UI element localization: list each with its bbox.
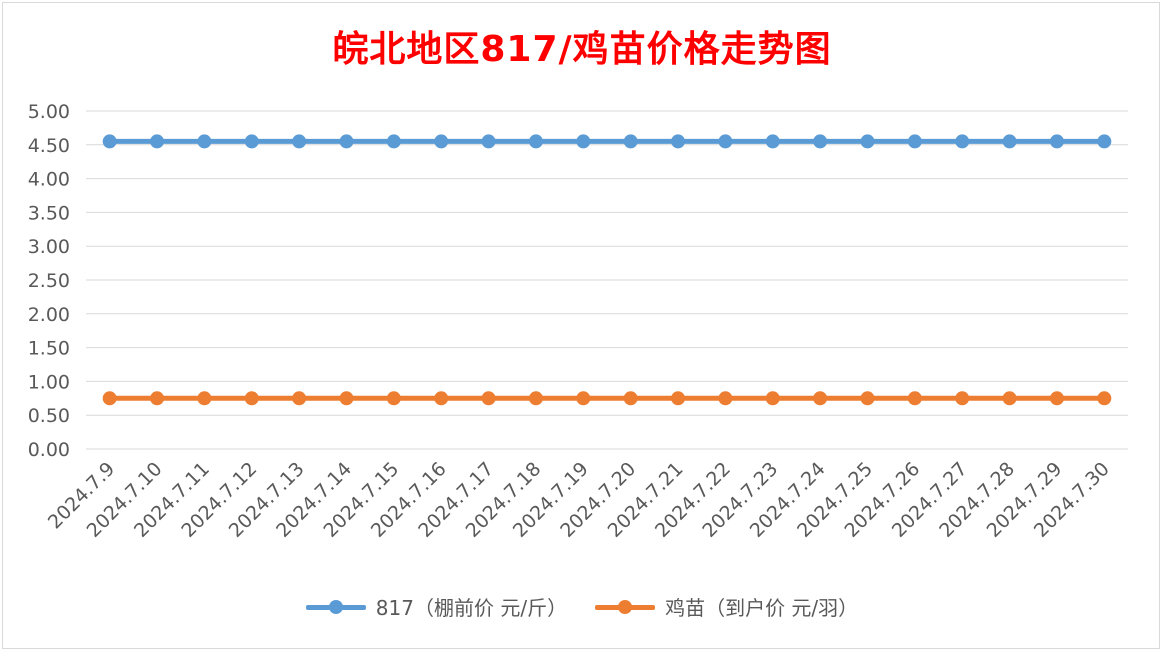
data-point-0 — [434, 134, 449, 149]
data-point-1 — [718, 391, 733, 406]
legend-swatch-817 — [305, 597, 366, 617]
data-point-0 — [528, 134, 543, 149]
data-point-0 — [623, 134, 638, 149]
y-tick-label: 4.00 — [28, 169, 70, 191]
data-point-0 — [1097, 134, 1112, 149]
data-point-0 — [718, 134, 733, 149]
data-point-1 — [623, 391, 638, 406]
data-point-1 — [292, 391, 307, 406]
data-point-1 — [955, 391, 970, 406]
data-point-1 — [150, 391, 165, 406]
data-point-1 — [339, 391, 354, 406]
data-point-0 — [671, 134, 686, 149]
data-point-1 — [197, 391, 212, 406]
chart-title: 皖北地区817/鸡苗价格走势图 — [332, 29, 832, 70]
chart-legend: 817（棚前价 元/斤） 鸡苗（到户价 元/羽） — [0, 592, 1164, 621]
data-point-0 — [102, 134, 117, 149]
legend-label-817: 817（棚前价 元/斤） — [375, 596, 568, 620]
data-point-0 — [386, 134, 401, 149]
y-tick-label: 1.00 — [28, 371, 70, 393]
data-point-1 — [765, 391, 780, 406]
data-point-0 — [292, 134, 307, 149]
data-point-0 — [244, 134, 259, 149]
y-tick-label: 2.00 — [28, 304, 70, 326]
legend-item-817: 817（棚前价 元/斤） — [305, 592, 568, 621]
data-point-0 — [813, 134, 828, 149]
legend-item-chick: 鸡苗（到户价 元/羽） — [595, 592, 858, 621]
data-point-1 — [576, 391, 591, 406]
data-point-0 — [339, 134, 354, 149]
legend-swatch-chick — [595, 597, 656, 617]
y-tick-label: 4.50 — [28, 135, 70, 157]
y-tick-label: 5.00 — [28, 101, 70, 123]
data-point-1 — [813, 391, 828, 406]
data-point-1 — [434, 391, 449, 406]
y-tick-label: 3.50 — [28, 202, 70, 224]
data-point-1 — [671, 391, 686, 406]
data-point-0 — [150, 134, 165, 149]
data-point-0 — [481, 134, 496, 149]
y-tick-label: 3.00 — [28, 236, 70, 258]
data-point-0 — [1049, 134, 1064, 149]
y-tick-label: 0.00 — [28, 439, 70, 461]
data-point-1 — [481, 391, 496, 406]
legend-label-chick: 鸡苗（到户价 元/羽） — [665, 596, 859, 620]
data-point-0 — [576, 134, 591, 149]
data-point-0 — [197, 134, 212, 149]
data-point-0 — [907, 134, 922, 149]
data-point-1 — [102, 391, 117, 406]
data-point-1 — [244, 391, 259, 406]
data-point-1 — [1049, 391, 1064, 406]
data-point-1 — [1097, 391, 1112, 406]
data-point-1 — [386, 391, 401, 406]
data-point-1 — [860, 391, 875, 406]
y-tick-label: 2.50 — [28, 270, 70, 292]
data-point-0 — [955, 134, 970, 149]
data-point-0 — [1002, 134, 1017, 149]
data-point-1 — [1002, 391, 1017, 406]
data-point-0 — [765, 134, 780, 149]
data-point-1 — [528, 391, 543, 406]
y-tick-label: 0.50 — [28, 405, 70, 427]
y-tick-label: 1.50 — [28, 338, 70, 360]
data-point-1 — [907, 391, 922, 406]
data-point-0 — [860, 134, 875, 149]
